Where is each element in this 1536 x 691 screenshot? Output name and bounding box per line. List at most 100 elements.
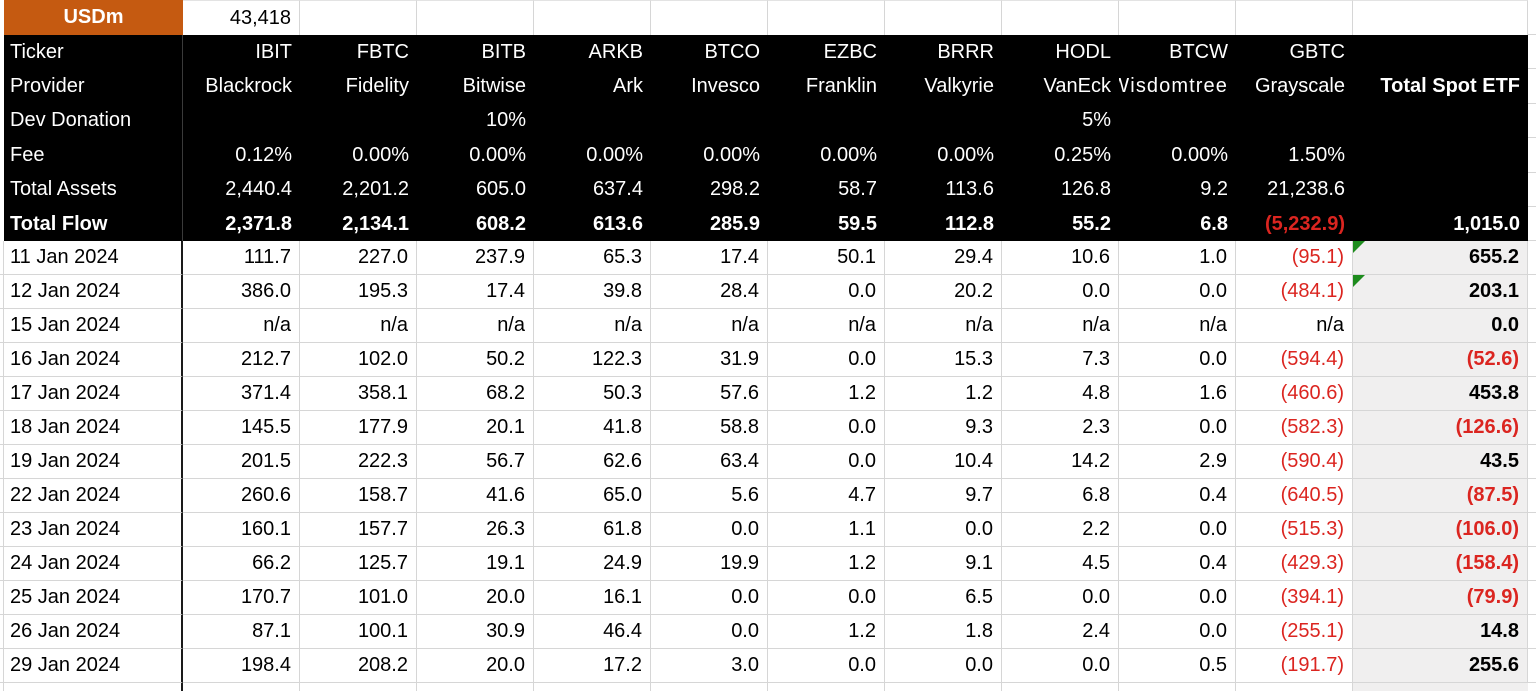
value-cell[interactable]: 16.1	[534, 581, 651, 616]
header-cell-ezbc-provider[interactable]: Franklin	[768, 69, 885, 104]
header-cell-btcw-total-flow[interactable]: 6.8	[1119, 206, 1236, 242]
header-cell-bitb-fee[interactable]: 0.00%	[417, 138, 534, 173]
value-cell[interactable]: 0.0	[768, 411, 885, 446]
value-cell[interactable]: 0.0	[1119, 411, 1236, 446]
value-cell[interactable]	[417, 683, 534, 691]
empty-cell[interactable]	[1353, 172, 1528, 207]
header-cell-ezbc-total-flow[interactable]: 59.5	[768, 206, 885, 242]
total-cell[interactable]: 453.8	[1353, 377, 1528, 412]
header-cell-arkb-total-flow[interactable]: 613.6	[534, 206, 651, 242]
value-cell[interactable]: 1.0	[1119, 241, 1236, 276]
value-cell[interactable]: n/a	[183, 309, 300, 344]
empty-cell[interactable]	[417, 0, 534, 35]
value-cell[interactable]: 50.3	[534, 377, 651, 412]
header-cell-ezbc-fee[interactable]: 0.00%	[768, 138, 885, 173]
value-cell[interactable]: 19.9	[651, 547, 768, 582]
header-cell-hodl-total-flow[interactable]: 55.2	[1002, 206, 1119, 242]
header-cell-bitb-ticker[interactable]: BITB	[417, 35, 534, 70]
value-cell[interactable]: 26.3	[417, 513, 534, 548]
header-cell-arkb-dev-donation[interactable]	[534, 103, 651, 139]
empty-cell[interactable]	[1353, 138, 1528, 173]
value-cell[interactable]: 0.0	[768, 581, 885, 616]
value-cell[interactable]: 3.0	[651, 649, 768, 684]
value-cell[interactable]: 0.0	[1002, 275, 1119, 310]
date-cell[interactable]	[4, 683, 183, 691]
value-cell[interactable]: 7.3	[1002, 343, 1119, 378]
value-cell[interactable]: 15.3	[885, 343, 1002, 378]
value-cell[interactable]: (429.3)	[1236, 547, 1353, 582]
value-cell[interactable]: 6.8	[1002, 479, 1119, 514]
value-cell[interactable]: n/a	[885, 309, 1002, 344]
header-cell-brrr-ticker[interactable]: BRRR	[885, 35, 1002, 70]
value-cell[interactable]: 0.0	[885, 513, 1002, 548]
header-cell-arkb-provider[interactable]: Ark	[534, 69, 651, 104]
value-cell[interactable]: 30.9	[417, 615, 534, 650]
value-cell[interactable]: 17.4	[651, 241, 768, 276]
value-cell[interactable]: 0.4	[1119, 479, 1236, 514]
total-cell[interactable]: (158.4)	[1353, 547, 1528, 582]
value-cell[interactable]: (594.4)	[1236, 343, 1353, 378]
date-cell[interactable]: 15 Jan 2024	[4, 309, 183, 344]
header-cell-brrr-total-assets[interactable]: 113.6	[885, 172, 1002, 207]
header-cell-arkb-total-assets[interactable]: 637.4	[534, 172, 651, 207]
date-cell[interactable]: 25 Jan 2024	[4, 581, 183, 616]
empty-cell[interactable]	[1236, 0, 1353, 35]
total-cell[interactable]: (106.0)	[1353, 513, 1528, 548]
value-cell[interactable]: 14.2	[1002, 445, 1119, 480]
empty-cell[interactable]	[1119, 0, 1236, 35]
empty-cell[interactable]	[768, 0, 885, 35]
value-cell[interactable]: 0.4	[1119, 547, 1236, 582]
date-cell[interactable]: 11 Jan 2024	[4, 241, 183, 276]
header-cell-hodl-dev-donation[interactable]: 5%	[1002, 103, 1119, 139]
value-cell[interactable]: 260.6	[183, 479, 300, 514]
value-cell[interactable]: 1.2	[768, 615, 885, 650]
value-cell[interactable]: 65.0	[534, 479, 651, 514]
empty-cell[interactable]	[300, 0, 417, 35]
value-cell[interactable]	[768, 683, 885, 691]
total-cell[interactable]: 14.8	[1353, 615, 1528, 650]
header-cell-brrr-fee[interactable]: 0.00%	[885, 138, 1002, 173]
value-cell[interactable]: 122.3	[534, 343, 651, 378]
total-cell[interactable]: (87.5)	[1353, 479, 1528, 514]
header-cell-arkb-ticker[interactable]: ARKB	[534, 35, 651, 70]
empty-cell[interactable]	[1353, 0, 1528, 35]
value-cell[interactable]: 201.5	[183, 445, 300, 480]
total-cell[interactable]: 43.5	[1353, 445, 1528, 480]
value-cell[interactable]: 50.2	[417, 343, 534, 378]
value-cell[interactable]: 195.3	[300, 275, 417, 310]
value-cell[interactable]: 157.7	[300, 513, 417, 548]
header-cell-btco-dev-donation[interactable]	[651, 103, 768, 139]
value-cell[interactable]: 0.0	[1002, 581, 1119, 616]
value-cell[interactable]: 145.5	[183, 411, 300, 446]
value-cell[interactable]: (255.1)	[1236, 615, 1353, 650]
header-cell-btco-ticker[interactable]: BTCO	[651, 35, 768, 70]
value-cell[interactable]: 19.1	[417, 547, 534, 582]
header-cell-btco-provider[interactable]: Invesco	[651, 69, 768, 104]
date-cell[interactable]: 26 Jan 2024	[4, 615, 183, 650]
value-cell[interactable]: 100.1	[300, 615, 417, 650]
header-cell-ezbc-dev-donation[interactable]	[768, 103, 885, 139]
value-cell[interactable]: 0.0	[885, 649, 1002, 684]
value-cell[interactable]: 4.5	[1002, 547, 1119, 582]
value-cell[interactable]: 5.6	[651, 479, 768, 514]
value-cell[interactable]: 0.0	[1002, 649, 1119, 684]
header-cell-ezbc-total-assets[interactable]: 58.7	[768, 172, 885, 207]
value-cell[interactable]: 31.9	[651, 343, 768, 378]
header-cell-gbtc-total-assets[interactable]: 21,238.6	[1236, 172, 1353, 207]
value-cell[interactable]: 2.3	[1002, 411, 1119, 446]
date-cell[interactable]: 23 Jan 2024	[4, 513, 183, 548]
value-cell[interactable]: 0.0	[651, 513, 768, 548]
total-cell[interactable]: 0.0	[1353, 309, 1528, 344]
value-cell[interactable]: 24.9	[534, 547, 651, 582]
header-cell-btcw-total-assets[interactable]: 9.2	[1119, 172, 1236, 207]
header-cell-gbtc-total-flow[interactable]: (5,232.9)	[1236, 206, 1353, 242]
value-cell[interactable]: 102.0	[300, 343, 417, 378]
empty-cell[interactable]	[534, 0, 651, 35]
value-cell[interactable]: 20.1	[417, 411, 534, 446]
empty-cell[interactable]	[885, 0, 1002, 35]
value-cell[interactable]: 6.5	[885, 581, 1002, 616]
value-cell[interactable]: 17.2	[534, 649, 651, 684]
value-cell[interactable]: 1.1	[768, 513, 885, 548]
header-cell-btcw-ticker[interactable]: BTCW	[1119, 35, 1236, 70]
header-cell-bitb-total-assets[interactable]: 605.0	[417, 172, 534, 207]
